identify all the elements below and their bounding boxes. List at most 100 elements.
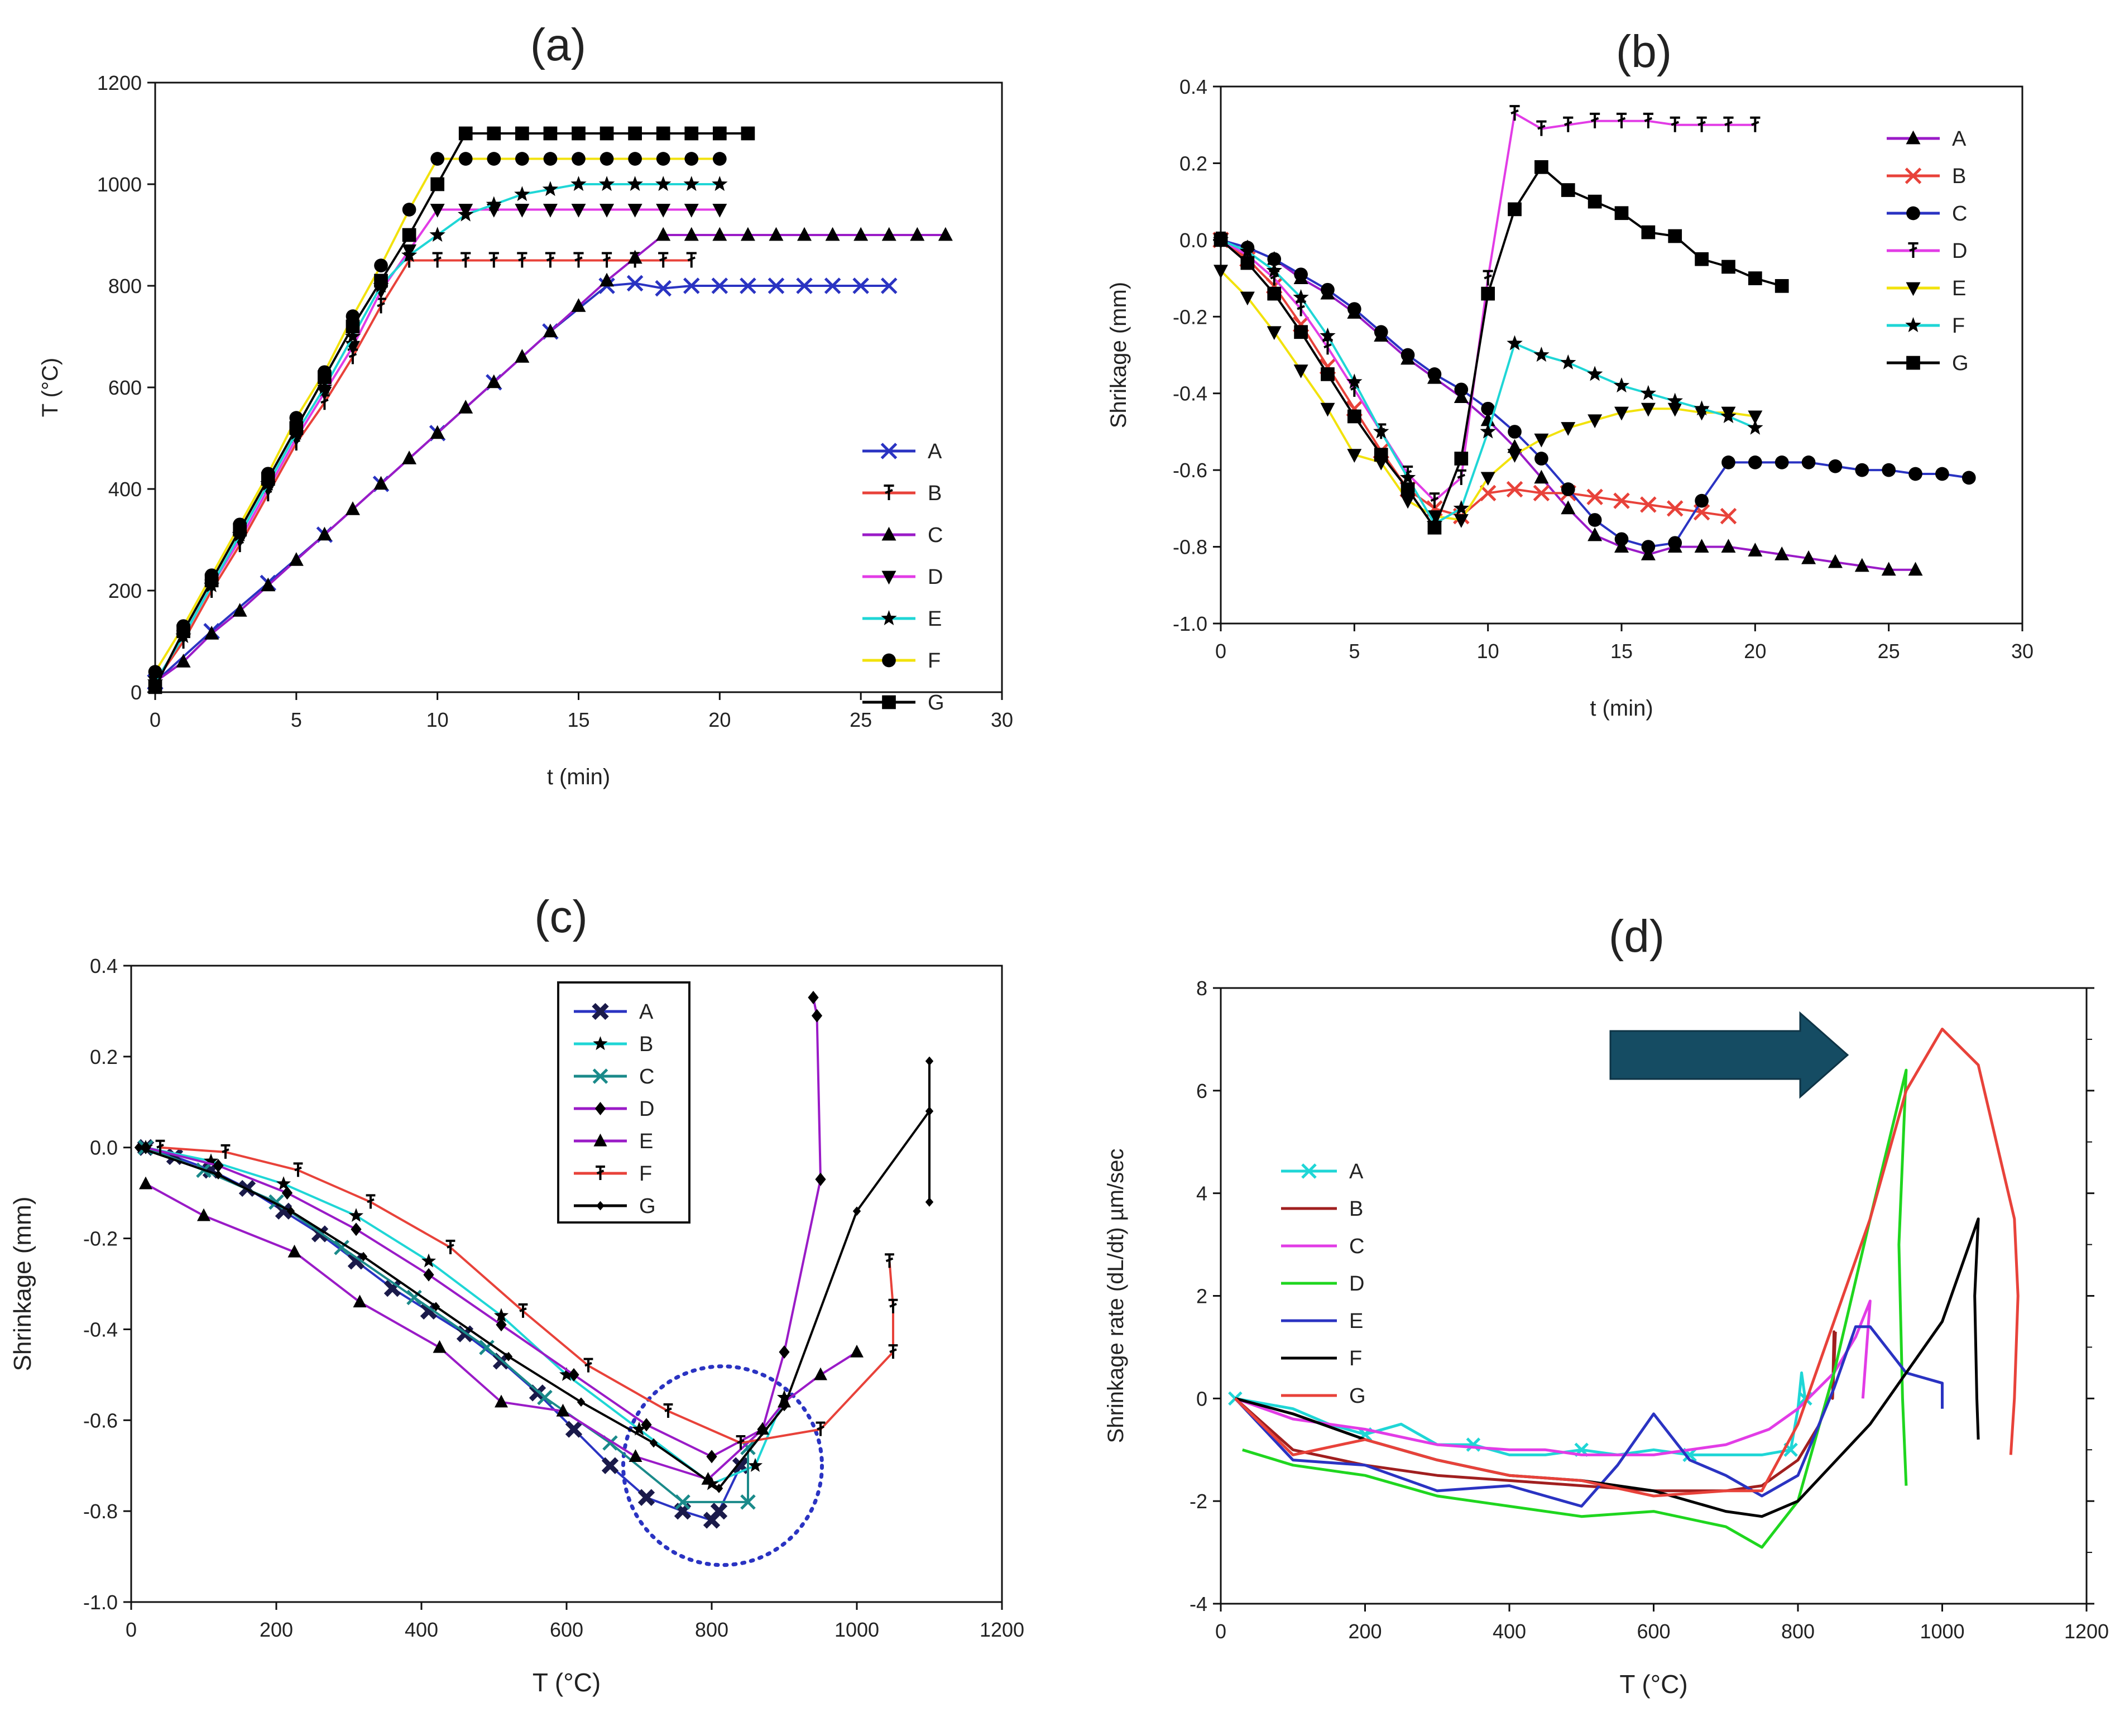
- data-point: [1401, 348, 1415, 362]
- series-D: [140, 991, 826, 1464]
- data-point: [701, 1471, 715, 1485]
- x-axis-label: T (°C): [533, 1668, 601, 1697]
- data-point: [148, 665, 162, 679]
- y-axis-label: Shrinkage rate (dL/dt) µm/sec: [1104, 1149, 1128, 1444]
- data-point: [712, 227, 727, 241]
- data-point: [556, 1403, 570, 1417]
- x-tick-label: 30: [2011, 640, 2034, 663]
- series-C: [1234, 1299, 1872, 1456]
- x-tick-label: 0: [1215, 1620, 1226, 1643]
- data-point: [488, 252, 499, 268]
- legend-label-F: F: [1349, 1347, 1362, 1370]
- legend-marker-B: [593, 1036, 608, 1051]
- legend-label-E: E: [639, 1130, 653, 1153]
- data-point: [1453, 500, 1469, 515]
- data-point: [684, 204, 699, 218]
- data-point: [779, 1345, 790, 1359]
- data-point: [495, 1394, 508, 1408]
- x-tick-label: 15: [1610, 640, 1633, 663]
- data-point: [1748, 455, 1762, 469]
- series-G: [1234, 1028, 2020, 1498]
- x-tick-label: 200: [260, 1618, 293, 1641]
- data-point: [344, 328, 361, 344]
- data-point: [1347, 449, 1362, 463]
- data-point: [712, 204, 727, 218]
- y-tick-label: 0.2: [1179, 152, 1207, 175]
- data-point: [1506, 481, 1523, 498]
- data-point: [852, 1206, 861, 1216]
- y-tick-label: 2: [1196, 1285, 1207, 1308]
- data-point: [496, 1318, 507, 1332]
- data-point: [816, 1421, 826, 1436]
- data-point: [1721, 455, 1735, 469]
- data-point: [1670, 116, 1680, 132]
- legend-label-E: E: [1952, 277, 1966, 300]
- data-point: [1533, 485, 1550, 502]
- data-point: [1908, 467, 1922, 481]
- data-point: [515, 349, 530, 363]
- y-axis-label: Shrikage (mm): [1106, 282, 1131, 428]
- y-tick-label: -0.4: [1173, 382, 1207, 405]
- plot-frame: [154, 81, 1003, 693]
- x-tick-label: 800: [1781, 1620, 1815, 1643]
- data-point: [852, 277, 869, 294]
- series-A: [1228, 1371, 1812, 1462]
- data-point: [1723, 116, 1734, 132]
- legend-marker-A: [1906, 130, 1921, 145]
- data-point: [1427, 520, 1442, 535]
- legend-label-C: C: [928, 524, 943, 547]
- data-point: [430, 177, 445, 191]
- data-point: [1721, 260, 1735, 274]
- data-point: [1401, 495, 1416, 509]
- data-point: [197, 1208, 210, 1221]
- legend-label-D: D: [1952, 239, 1967, 263]
- data-point: [1427, 367, 1442, 381]
- data-point: [383, 1279, 401, 1297]
- data-point: [458, 126, 473, 141]
- data-point: [289, 421, 304, 435]
- y-tick-label: -4: [1190, 1593, 1207, 1615]
- legend-label-B: B: [1349, 1197, 1363, 1221]
- series-line: [154, 132, 748, 688]
- legend-frame: [557, 981, 690, 1224]
- data-point: [445, 1239, 455, 1254]
- data-point: [537, 1389, 553, 1406]
- legend-label-B: B: [1952, 165, 1966, 188]
- data-point: [577, 1397, 586, 1407]
- data-point: [1614, 406, 1629, 421]
- data-point: [374, 258, 388, 272]
- legend-marker-B: [884, 485, 894, 500]
- data-point: [1454, 382, 1469, 397]
- data-point: [600, 126, 614, 141]
- y-tick-label: 0.0: [90, 1136, 118, 1159]
- data-point: [1750, 116, 1761, 132]
- series-line: [1234, 1325, 1944, 1508]
- data-point: [600, 204, 615, 218]
- data-point: [1534, 160, 1548, 174]
- data-point: [176, 654, 191, 668]
- data-point: [740, 227, 755, 241]
- data-point: [1293, 289, 1309, 304]
- data-point: [925, 1056, 934, 1066]
- highlight-circle: [621, 1364, 824, 1567]
- data-point: [600, 272, 615, 287]
- data-point: [1214, 265, 1228, 279]
- x-tick-label: 200: [1348, 1620, 1382, 1643]
- data-point: [778, 1394, 791, 1408]
- data-point: [815, 1172, 826, 1186]
- data-point: [684, 152, 699, 166]
- data-point: [432, 252, 443, 268]
- y-tick-label: -0.8: [83, 1500, 118, 1523]
- legend-marker-D: [881, 570, 896, 585]
- data-point: [1479, 485, 1497, 502]
- data-point: [430, 425, 445, 439]
- legend-label-F: F: [639, 1162, 652, 1186]
- data-point: [373, 476, 389, 490]
- data-point: [1667, 392, 1683, 408]
- series-D: [1242, 1068, 1908, 1549]
- data-point: [359, 1251, 368, 1262]
- data-point: [824, 277, 841, 294]
- data-point: [741, 126, 755, 141]
